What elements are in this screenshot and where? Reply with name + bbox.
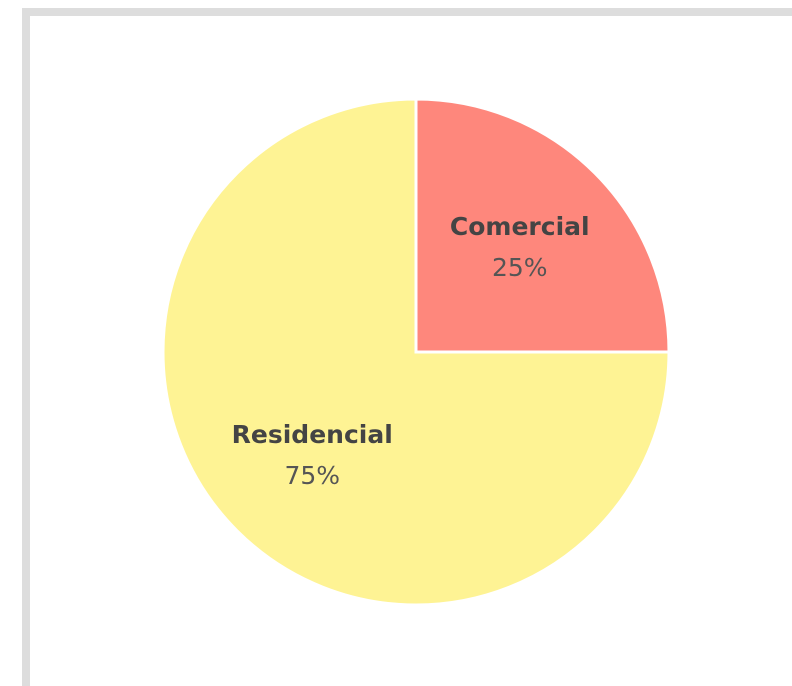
slice-label: Comercial (450, 212, 590, 241)
slice-value: 25% (492, 253, 548, 282)
slice-label: Residencial (232, 420, 393, 449)
pie-slice (414, 97, 671, 354)
pie-slice (161, 97, 671, 607)
slice-value: 75% (284, 461, 340, 490)
